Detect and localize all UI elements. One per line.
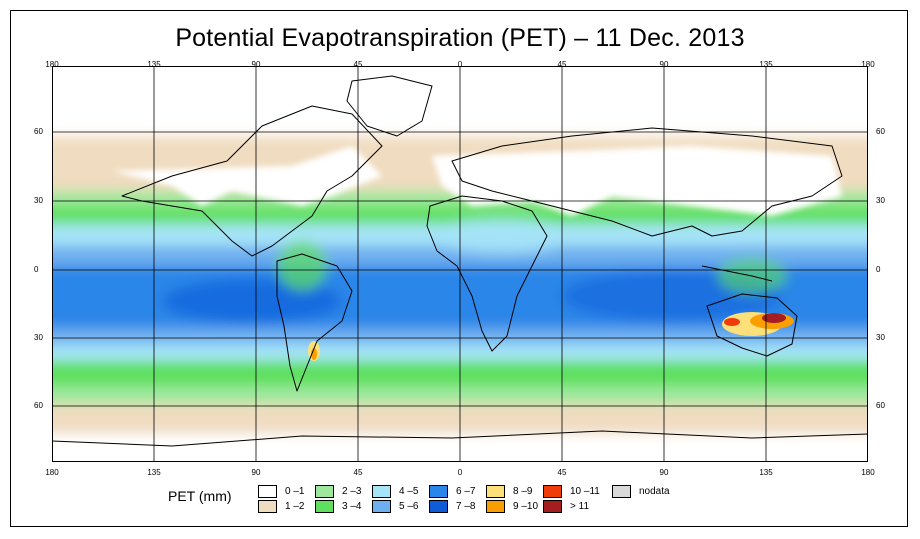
legend-item: nodata — [612, 485, 670, 498]
legend-item: 6 –7 — [429, 485, 475, 498]
lat-tick-left: 30 — [34, 333, 43, 342]
legend-swatch — [429, 485, 448, 498]
legend-swatch — [315, 500, 334, 513]
legend-label: 6 –7 — [456, 486, 476, 497]
lon-tick-bottom: 180 — [861, 468, 875, 477]
lon-tick-top: 180 — [45, 60, 59, 69]
hotspot-red — [724, 318, 740, 326]
legend-item: 4 –5 — [372, 485, 418, 498]
legend-label: 2 –3 — [342, 486, 362, 497]
patch-amazon — [277, 241, 327, 291]
legend-swatch — [429, 500, 448, 513]
map-title: Potential Evapotranspiration (PET) – 11 … — [175, 24, 745, 52]
legend-swatch — [486, 485, 505, 498]
legend-item: 1 –2 — [258, 500, 304, 513]
legend-item: 3 –4 — [315, 500, 361, 513]
legend-label: 3 –4 — [342, 501, 362, 512]
legend-swatch — [258, 485, 277, 498]
lon-tick-bottom: 180 — [45, 468, 59, 477]
lat-tick-left: 60 — [34, 401, 43, 410]
graticule — [52, 66, 868, 462]
coast-antarctica — [52, 430, 868, 447]
legend-label: nodata — [639, 486, 670, 497]
legend-swatch — [612, 485, 631, 498]
legend-swatch — [315, 485, 334, 498]
legend-label: 7 –8 — [456, 501, 476, 512]
map-border — [52, 66, 868, 462]
lon-tick-bottom: 135 — [147, 468, 161, 477]
hotspot-darkred — [762, 313, 786, 323]
legend-item: 2 –3 — [315, 485, 361, 498]
lat-tick-right: 30 — [876, 196, 885, 205]
lon-tick-top: 90 — [659, 60, 669, 69]
lon-tick-bottom: 90 — [251, 468, 261, 477]
lon-tick-top: 180 — [861, 60, 875, 69]
north-america-white — [112, 146, 382, 206]
lon-tick-top: 0 — [457, 60, 463, 69]
coast-greenland — [346, 75, 433, 137]
eurasia-white — [432, 146, 842, 216]
coast-australia — [706, 293, 798, 357]
legend-swatch — [258, 500, 277, 513]
legend-title: PET (mm) — [168, 488, 232, 504]
lon-tick-top: 90 — [251, 60, 261, 69]
lon-tick-top: 135 — [147, 60, 161, 69]
legend-label: 0 –1 — [285, 486, 305, 497]
legend-swatch — [543, 500, 562, 513]
legend-item: 5 –6 — [372, 500, 418, 513]
legend-label: 10 –11 — [570, 486, 600, 497]
lat-tick-left: 30 — [34, 196, 43, 205]
australia-hotspot — [722, 312, 794, 336]
lat-tick-left: 0 — [34, 265, 39, 274]
legend-swatch — [543, 485, 562, 498]
legend-label: > 11 — [570, 501, 589, 512]
legend-item: > 11 — [543, 500, 589, 513]
legend-label: 5 –6 — [399, 501, 419, 512]
legend-item: 8 –9 — [486, 485, 532, 498]
legend-item: 0 –1 — [258, 485, 304, 498]
legend-swatch — [372, 500, 391, 513]
legend-swatch — [486, 500, 505, 513]
legend-label: 9 –10 — [513, 501, 539, 512]
lon-tick-top: 45 — [353, 60, 363, 69]
lon-tick-bottom: 45 — [557, 468, 567, 477]
legend-item: 10 –11 — [543, 485, 600, 498]
lon-tick-top: 45 — [557, 60, 567, 69]
legend-swatch — [372, 485, 391, 498]
lat-tick-left: 60 — [34, 127, 43, 136]
pet-map — [52, 66, 868, 462]
pet-map-svg — [52, 66, 868, 462]
lat-tick-right: 60 — [876, 127, 885, 136]
lon-tick-top: 135 — [759, 60, 773, 69]
coast-africa — [426, 195, 548, 352]
coast-south-america — [276, 253, 353, 392]
lat-tick-right: 30 — [876, 333, 885, 342]
legend-label: 4 –5 — [399, 486, 419, 497]
legend-item: 7 –8 — [429, 500, 475, 513]
figure-frame — [10, 10, 908, 527]
lat-tick-right: 0 — [876, 265, 881, 274]
patch-sahel — [432, 218, 572, 254]
legend-label: 8 –9 — [513, 486, 533, 497]
legend-item: 9 –10 — [486, 500, 538, 513]
coast-indonesia — [701, 265, 773, 282]
lon-tick-bottom: 90 — [659, 468, 669, 477]
legend-label: 1 –2 — [285, 501, 305, 512]
lat-tick-right: 60 — [876, 401, 885, 410]
lon-tick-bottom: 135 — [759, 468, 773, 477]
lon-tick-bottom: 0 — [457, 468, 463, 477]
north-land-lowpet — [112, 146, 842, 216]
lon-tick-bottom: 45 — [353, 468, 363, 477]
